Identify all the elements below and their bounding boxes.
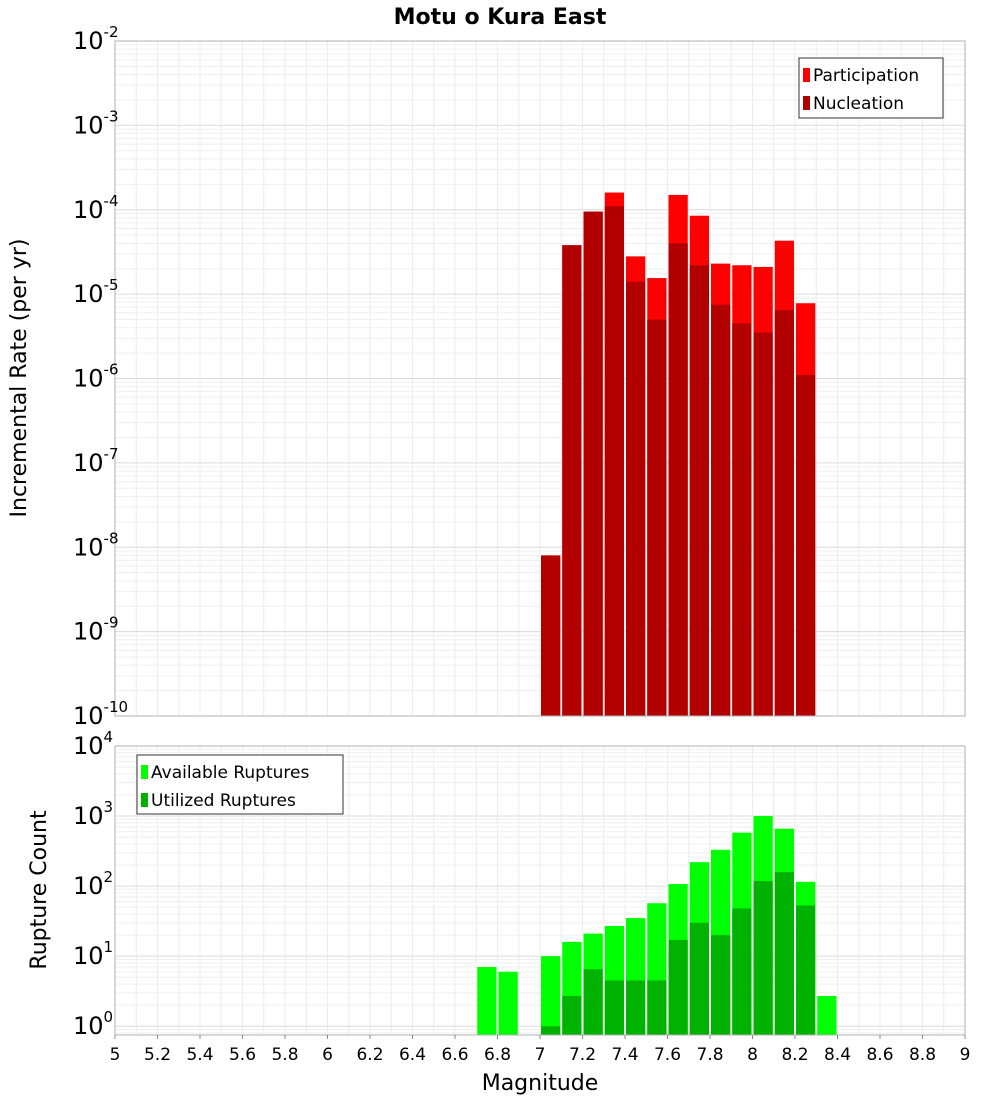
- bar-utilized-ruptures-7.55: [647, 980, 667, 1035]
- y-tick-label: 104: [73, 728, 113, 760]
- series-nucleation: [541, 206, 816, 717]
- y-tick-label: 10-4: [73, 192, 119, 224]
- bar-nucleation-7.45: [626, 281, 646, 716]
- bar-utilized-ruptures-8.25: [796, 905, 816, 1035]
- legend-swatch: [803, 68, 810, 82]
- x-tick-label: 8.8: [909, 1045, 936, 1065]
- bar-nucleation-7.85: [711, 304, 731, 716]
- y-tick-label: 10-8: [73, 529, 119, 561]
- x-tick-label: 8: [747, 1045, 758, 1065]
- bar-utilized-ruptures-7.05: [541, 1026, 561, 1035]
- legend-swatch: [141, 765, 148, 779]
- chart-title: Motu o Kura East: [394, 5, 607, 30]
- x-tick-label: 5.4: [186, 1045, 213, 1065]
- bar-nucleation-8.05: [753, 332, 773, 716]
- bar-utilized-ruptures-8.15: [774, 872, 794, 1035]
- x-tick-label: 5: [110, 1045, 121, 1065]
- grid-lines: [114, 40, 966, 717]
- x-tick-label: 8.4: [824, 1045, 851, 1065]
- bar-nucleation-7.25: [583, 211, 603, 716]
- y-tick-label: 10-6: [73, 361, 119, 393]
- x-tick-label: 5.2: [144, 1045, 171, 1065]
- bar-nucleation-8.15: [774, 309, 794, 716]
- bar-utilized-ruptures-7.45: [626, 980, 646, 1035]
- bottom-y-axis-label: Rupture Count: [27, 810, 52, 970]
- bar-nucleation-7.65: [668, 243, 688, 717]
- bar-nucleation-7.75: [689, 265, 709, 716]
- y-tick-label: 10-5: [73, 276, 119, 308]
- bar-utilized-ruptures-7.15: [562, 996, 582, 1035]
- legend-entry: Utilized Ruptures: [151, 791, 296, 811]
- legend-swatch: [803, 96, 810, 110]
- top-y-axis-label: Incremental Rate (per yr): [7, 239, 32, 518]
- series-utilized-ruptures: [541, 872, 816, 1035]
- x-tick-label: 7.8: [696, 1045, 723, 1065]
- legend: Available Ruptures Utilized Ruptures: [136, 754, 344, 815]
- y-tick-label: 103: [73, 798, 113, 830]
- bar-utilized-ruptures-8.05: [753, 881, 773, 1035]
- bar-utilized-ruptures-7.65: [668, 940, 688, 1035]
- y-tick-label: 100: [73, 1008, 113, 1040]
- x-tick-label: 5.8: [271, 1045, 298, 1065]
- legend-entry: Participation: [813, 66, 919, 86]
- x-tick-label: 7.4: [611, 1045, 638, 1065]
- x-tick-label: 6.4: [399, 1045, 426, 1065]
- x-tick-label: 6: [322, 1045, 333, 1065]
- bar-utilized-ruptures-7.95: [732, 908, 752, 1035]
- bar-available-ruptures-6.85: [498, 971, 518, 1035]
- y-tick-label: 10-3: [73, 107, 119, 139]
- bar-nucleation-7.35: [604, 206, 624, 716]
- bar-utilized-ruptures-7.25: [583, 969, 603, 1035]
- y-tick-label: 10-9: [73, 614, 119, 646]
- bar-nucleation-7.55: [647, 319, 667, 716]
- top-plot-panel: 10-10 10-9 10-8 10-7 10-6 10-5 10-4 10-3 10-2 Par…: [73, 23, 966, 730]
- plot-frame: [114, 40, 966, 717]
- bar-utilized-ruptures-7.75: [689, 922, 709, 1035]
- x-tick-label: 6.8: [484, 1045, 511, 1065]
- x-tick-label: 7.2: [569, 1045, 596, 1065]
- legend: Participation Nucleation: [798, 57, 944, 119]
- y-tick-label: 102: [73, 868, 113, 900]
- x-tick-label: 7: [535, 1045, 546, 1065]
- bar-utilized-ruptures-7.35: [604, 980, 624, 1035]
- x-tick-label: 9: [960, 1045, 971, 1065]
- legend-entry: Available Ruptures: [151, 763, 309, 783]
- bottom-plot-panel: 100 101 102 103 104 5 5.2 5.4 5.6 5.8 6 6.2 6.4 6.6 6.…: [73, 728, 970, 1065]
- x-tick-label: 8.2: [781, 1045, 808, 1065]
- x-tick-label: 5.6: [229, 1045, 256, 1065]
- x-tick-label: 8.6: [866, 1045, 893, 1065]
- bar-utilized-ruptures-7.85: [711, 935, 731, 1035]
- x-axis-label: Magnitude: [482, 1071, 599, 1096]
- y-tick-label: 101: [73, 938, 113, 970]
- bar-nucleation-7.05: [541, 555, 561, 716]
- x-tick-label: 7.6: [654, 1045, 681, 1065]
- bar-nucleation-7.15: [562, 245, 582, 717]
- bar-available-ruptures-8.35: [817, 996, 837, 1035]
- bar-nucleation-8.25: [796, 375, 816, 716]
- y-tick-label: 10-10: [73, 698, 128, 730]
- legend-swatch: [141, 793, 148, 807]
- y-tick-label: 10-7: [73, 445, 119, 477]
- y-tick-label: 10-2: [73, 23, 119, 55]
- x-tick-label: 6.2: [356, 1045, 383, 1065]
- x-tick-label: 6.6: [441, 1045, 468, 1065]
- bar-nucleation-7.95: [732, 323, 752, 716]
- bar-available-ruptures-7.05: [541, 956, 561, 1035]
- legend-entry: Nucleation: [813, 94, 904, 114]
- bar-available-ruptures-6.75: [477, 967, 497, 1035]
